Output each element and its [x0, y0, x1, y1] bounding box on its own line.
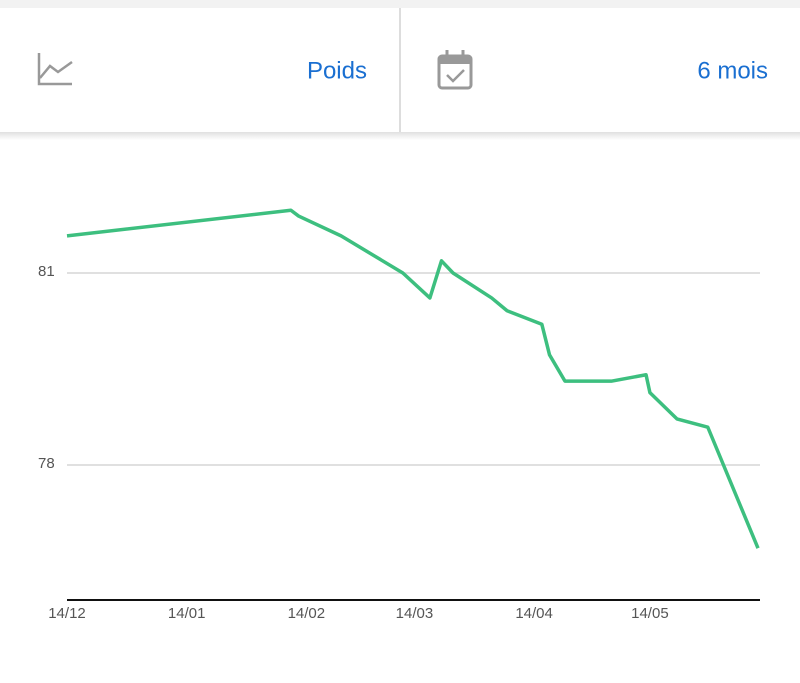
calendar-top	[439, 56, 471, 64]
period-button[interactable]: 6 mois	[437, 50, 768, 90]
x-tick-label: 14/02	[288, 605, 326, 622]
header-shadow	[0, 132, 800, 140]
top-strip	[0, 0, 800, 8]
line	[66, 208, 760, 549]
x-tick-label: 14/03	[396, 605, 434, 622]
chart: 78 81 14/12 14/01 14/02 14/03 14/04 14/05	[38, 208, 760, 622]
period-label[interactable]: 6 mois	[697, 57, 768, 84]
metric-button[interactable]: Poids	[37, 53, 367, 86]
x-tick-label: 14/04	[515, 605, 553, 622]
x-tick-label: 14/01	[168, 605, 206, 622]
metric-label[interactable]: Poids	[307, 57, 367, 84]
x-tick-label: 14/12	[48, 605, 86, 622]
calendar-check	[446, 69, 465, 83]
y-tick-label: 81	[38, 263, 55, 280]
chart-icon	[37, 53, 73, 86]
y-tick-label: 78	[38, 455, 55, 472]
x-tick-label: 14/05	[631, 605, 669, 622]
